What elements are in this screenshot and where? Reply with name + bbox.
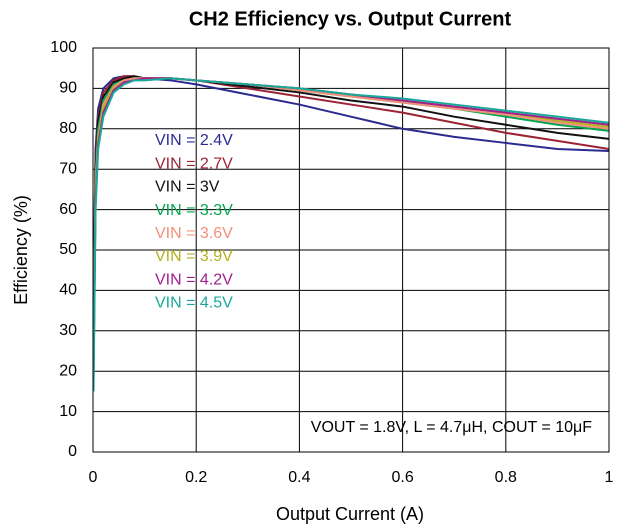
legend-entry: VIN = 3V (155, 179, 220, 196)
y-tick-label: 90 (59, 80, 77, 97)
y-tick-label: 50 (59, 241, 77, 258)
legend-entry: VIN = 4.5V (155, 295, 233, 312)
annotation: VOUT = 1.8V, L = 4.7μH, COUT = 10μF (311, 419, 592, 436)
y-tick-label: 100 (50, 39, 77, 56)
legend-entry: VIN = 2.4V (155, 132, 233, 149)
x-tick-label: 0.4 (288, 469, 310, 486)
y-tick-label: 20 (59, 362, 77, 379)
x-tick-label: 0.2 (185, 469, 207, 486)
legend-entry: VIN = 3.6V (155, 225, 233, 242)
y-tick-label: 80 (59, 120, 77, 137)
y-tick-label: 0 (68, 443, 77, 460)
y-axis-label: Efficiency (%) (11, 195, 31, 305)
y-tick-label: 40 (59, 282, 77, 299)
data-line (92, 77, 610, 392)
plot-border (92, 47, 610, 453)
data-line (92, 75, 610, 291)
x-axis-label: Output Current (A) (276, 504, 424, 524)
x-tick-label: 0.8 (495, 469, 517, 486)
chart-title: CH2 Efficiency vs. Output Current (189, 8, 512, 30)
legend-entry: VIN = 2.7V (155, 155, 233, 172)
legend-entry: VIN = 4.2V (155, 271, 233, 288)
x-tick-label: 1 (605, 469, 614, 486)
legend-entry: VIN = 3.9V (155, 248, 233, 265)
x-tick-label: 0.6 (391, 469, 413, 486)
y-tick-label: 30 (59, 322, 77, 339)
y-tick-label: 10 (59, 403, 77, 420)
y-tick-label: 70 (59, 160, 77, 177)
legend-entry: VIN = 3.3V (155, 202, 233, 219)
x-tick-label: 0 (89, 469, 98, 486)
y-tick-label: 60 (59, 201, 77, 218)
